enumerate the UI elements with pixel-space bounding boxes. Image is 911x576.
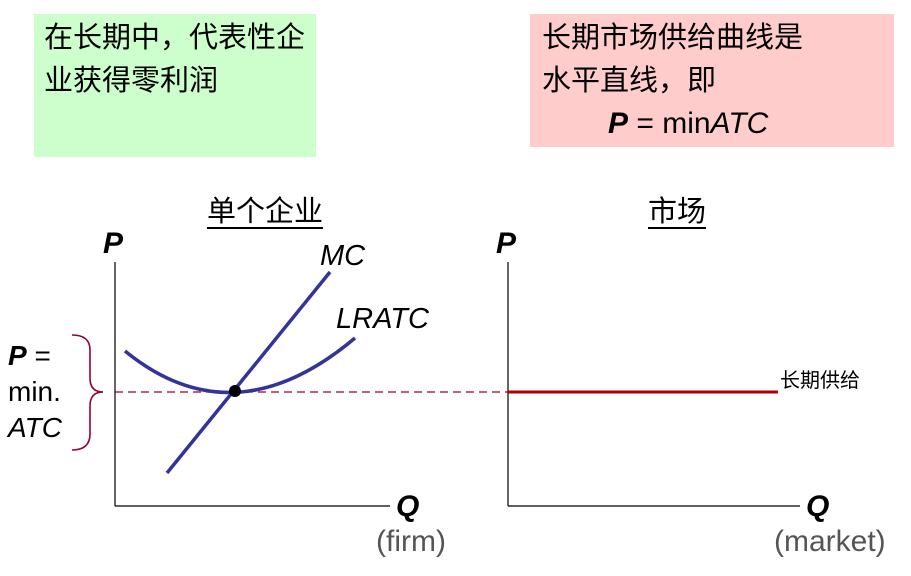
mc-curve <box>165 270 332 475</box>
supply-formula: P = minATC <box>542 102 882 145</box>
market-x-axis-label: Q <box>806 490 830 523</box>
firm-x-axis-label: Q <box>396 490 420 523</box>
mc-label: MC <box>320 240 366 272</box>
supply-note-line1: 长期市场供给曲线是 <box>542 20 804 54</box>
price-min-atc-label: P = min. ATC <box>8 338 62 446</box>
formula-eq: = min <box>628 107 711 140</box>
long-run-supply-label: 长期供给 <box>780 368 860 392</box>
market-y-axis-label: P <box>496 227 517 260</box>
long-run-supply-note: 长期市场供给曲线是 水平直线，即 P = minATC <box>530 14 894 147</box>
price-atc: ATC <box>8 412 62 443</box>
price-min: min. <box>8 376 61 407</box>
supply-note-line2: 水平直线，即 <box>542 63 717 97</box>
zero-profit-text: 在长期中，代表性企业获得零利润 <box>44 20 306 97</box>
price-p: P <box>8 340 27 371</box>
firm-y-axis-label: P <box>103 227 124 260</box>
zero-profit-note: 在长期中，代表性企业获得零利润 <box>34 14 316 157</box>
formula-p: P <box>608 107 629 140</box>
equilibrium-point <box>229 385 241 397</box>
market-title: 市场 <box>648 194 707 228</box>
price-eq: = <box>26 340 51 371</box>
firm-title: 单个企业 <box>207 194 324 228</box>
price-brace <box>71 334 104 451</box>
lratc-label: LRATC <box>336 303 429 335</box>
market-x-sub-label: (market) <box>774 525 886 558</box>
formula-atc: ATC <box>710 107 769 140</box>
firm-x-sub-label: (firm) <box>376 525 446 558</box>
